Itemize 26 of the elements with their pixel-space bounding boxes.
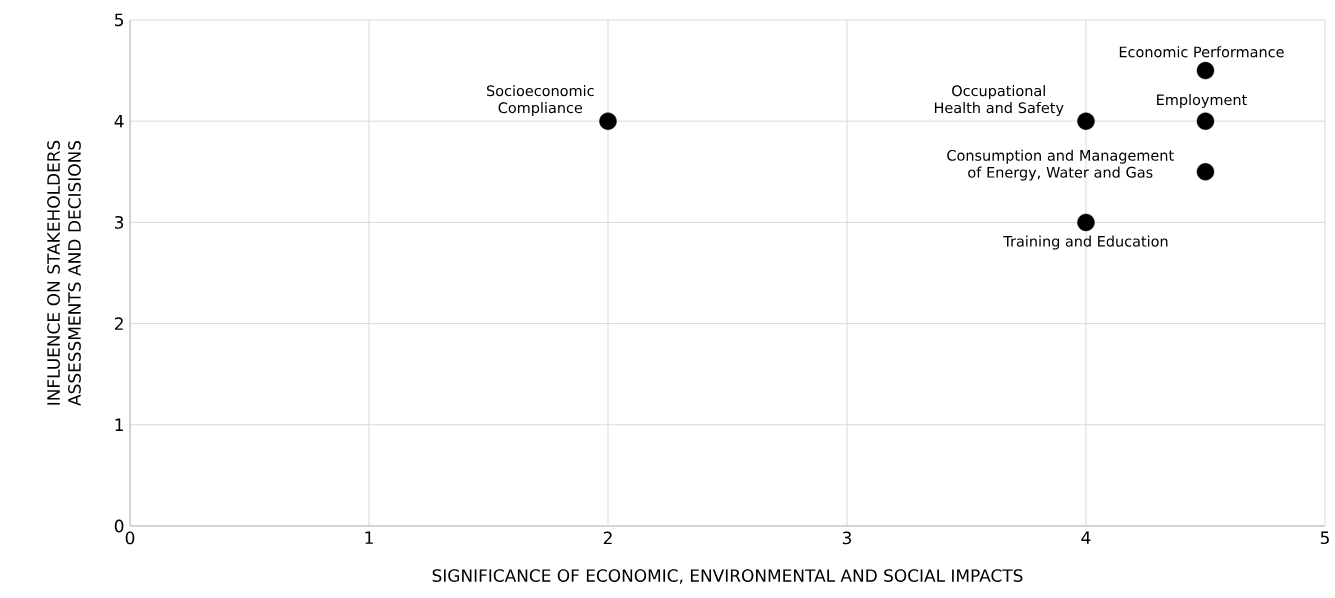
point (1196, 112, 1215, 130)
x-axis-title: SIGNIFICANCE OF ECONOMIC, ENVIRONMENTAL AND SOCIAL IMPACTS (432, 569, 1023, 584)
x-tick-label: 1 (365, 531, 373, 544)
x-tick-label: 0 (125, 531, 135, 545)
y-tick-label: 2 (114, 317, 123, 330)
annotation: Training and Education (1003, 235, 1168, 250)
point (1077, 112, 1095, 130)
point (1196, 61, 1215, 80)
x-tick-label: 3 (842, 531, 852, 545)
y-tick-label: 5 (115, 13, 124, 27)
y-tick-label: 4 (114, 115, 124, 128)
annotation: Occupational Health and Safety (934, 85, 1064, 116)
x-tick-label: 4 (1081, 531, 1091, 544)
annotation: Socioeconomic Compliance (487, 85, 594, 116)
point (599, 112, 617, 130)
point (1196, 163, 1215, 181)
y-axis-title: INFLUENCE ON STAKEHOLDERS ASSESSMENTS AND DECISIONS (47, 140, 81, 406)
annotation: Economic Performance (1119, 46, 1284, 58)
point (1077, 213, 1095, 232)
x-tick-label: 2 (603, 531, 612, 545)
annotation: Employment (1157, 94, 1247, 108)
y-tick-label: 1 (115, 418, 123, 431)
y-tick-label: 3 (115, 215, 124, 229)
annotation: Consumption and Management of Energy, Water and Gas (947, 149, 1174, 181)
x-tick-label: 5 (1320, 531, 1329, 545)
y-tick-label: 0 (114, 519, 124, 533)
